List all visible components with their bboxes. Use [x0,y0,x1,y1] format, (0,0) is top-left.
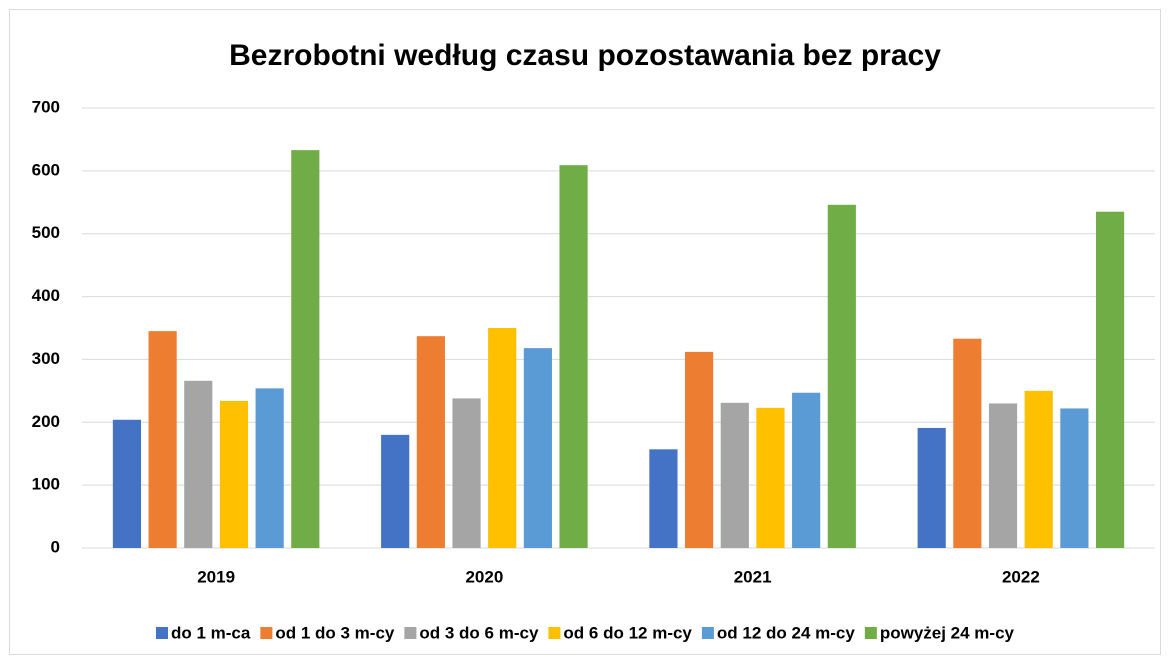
bar [685,351,714,548]
bar [917,427,946,548]
x-tick-label: 2021 [734,567,772,586]
legend-label: od 6 do 12 m-cy [563,623,692,642]
bar [184,380,213,548]
x-tick-label: 2020 [465,567,503,586]
y-tick-label: 500 [32,223,60,242]
legend-swatch [260,627,273,639]
bar [148,331,177,548]
bar [559,165,588,548]
bar [720,402,749,548]
legend-swatch [404,627,417,639]
legend-swatch [864,627,877,639]
legend-swatch [155,627,168,639]
y-tick-label: 600 [32,160,60,179]
x-tick-label: 2022 [1002,567,1040,586]
y-tick-label: 0 [51,537,60,556]
bar [792,392,821,548]
y-tick-label: 700 [32,97,60,116]
bar [255,388,284,548]
chart-title: Bezrobotni według czasu pozostawania bez… [229,39,941,72]
bar [953,338,982,548]
bar [649,449,678,548]
legend-swatch [548,627,561,639]
bar [488,328,517,548]
y-tick-label: 100 [32,475,60,494]
bar [452,398,481,548]
x-tick-label: 2019 [197,567,235,586]
bar [827,204,856,549]
legend-label: od 3 do 6 m-cy [419,623,539,642]
legend-label: powyżej 24 m-cy [880,623,1015,642]
bar [219,400,249,548]
legend-label: od 1 do 3 m-cy [275,623,395,642]
bar [756,407,785,548]
y-tick-label: 200 [32,412,60,431]
bar [1024,390,1053,548]
bar [1095,211,1125,548]
bar [381,434,410,548]
bar [112,419,142,548]
y-tick-label: 400 [32,286,60,305]
bar [1060,408,1089,548]
legend-label: do 1 m-ca [171,623,251,642]
bar [988,403,1018,548]
bar [416,336,445,548]
legend-label: od 12 do 24 m-cy [717,623,855,642]
bar [523,348,552,548]
legend-swatch [701,627,714,639]
y-tick-label: 300 [32,349,60,368]
bar [291,150,320,548]
